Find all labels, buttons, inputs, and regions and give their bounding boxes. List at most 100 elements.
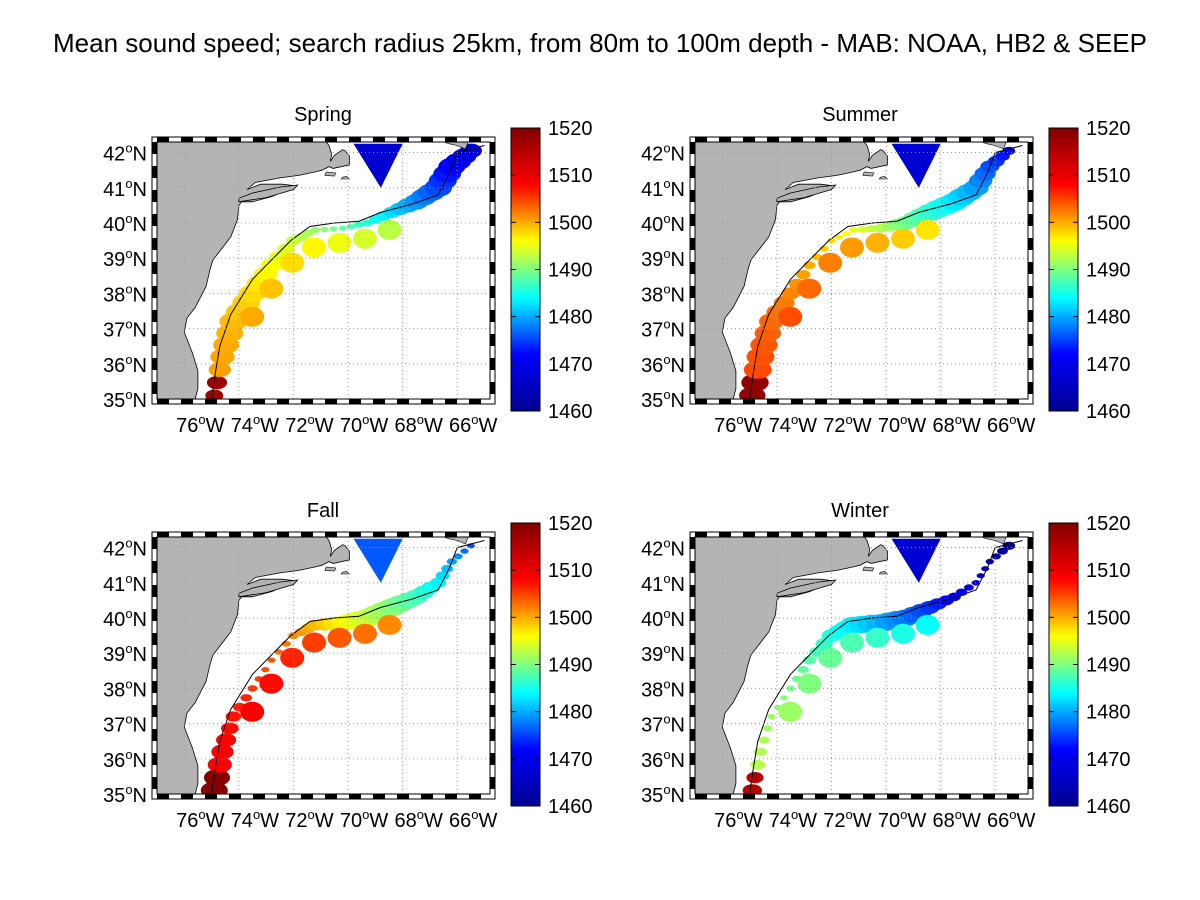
frame-segment [152, 382, 157, 394]
sound-speed-cell [206, 376, 228, 390]
sound-speed-cell [971, 580, 981, 586]
colorbar-tick-label: 1520 [1086, 118, 1131, 140]
lat-tick-label: 41oN [641, 571, 685, 596]
colorbar-tick-label: 1470 [548, 354, 593, 376]
frame-segment [863, 532, 875, 537]
frame-segment [1028, 585, 1033, 597]
frame-segment [767, 532, 779, 537]
sound-speed-cell [204, 769, 230, 786]
sound-speed-cell [207, 756, 232, 773]
frame-segment [1028, 142, 1033, 154]
frame-segment [719, 399, 731, 404]
frame-segment [1028, 190, 1033, 202]
sound-speed-cell [797, 673, 822, 694]
frame-segment [690, 657, 695, 669]
lon-tick-label: 74oW [769, 412, 817, 437]
lat-tick-label: 42oN [103, 536, 147, 561]
frame-segment [690, 142, 695, 154]
sound-speed-cell [964, 584, 974, 591]
panel-title-spring: Spring [294, 104, 352, 126]
frame-segment [690, 262, 695, 274]
land-mass [695, 537, 888, 794]
frame-segment [152, 358, 157, 370]
frame-segment [490, 238, 495, 250]
lat-tick-label: 40oN [103, 211, 147, 236]
frame-segment [791, 137, 803, 142]
frame-segment [863, 794, 875, 799]
colorbar-tick-label: 1460 [1086, 401, 1131, 423]
colorbar-tick-label: 1520 [548, 118, 593, 140]
sound-speed-cell [274, 649, 284, 655]
frame-segment [791, 532, 803, 537]
frame-segment [152, 681, 157, 693]
sound-speed-cell [280, 647, 305, 668]
sound-speed-cell [818, 252, 843, 273]
colorbar-tick-label: 1510 [548, 560, 593, 582]
sound-speed-cell [803, 261, 816, 270]
frame-segment [490, 753, 495, 765]
sound-speed-cell [259, 278, 284, 299]
lon-tick-label: 74oW [231, 807, 279, 832]
colorbar-tick-label: 1500 [548, 212, 593, 234]
lat-tick-label: 38oN [103, 281, 147, 306]
frame-segment [935, 399, 947, 404]
colorbar-tick-label: 1480 [1086, 307, 1131, 329]
sound-speed-cell [1002, 146, 1016, 155]
colorbar-tick-label: 1470 [1086, 749, 1131, 771]
isobath-line [211, 145, 485, 399]
lat-tick-label: 40oN [641, 211, 685, 236]
colorbar-tick-label: 1460 [1086, 796, 1131, 818]
frame-segment [690, 238, 695, 250]
frame-segment [863, 399, 875, 404]
frame-segment [911, 399, 923, 404]
frame-segment [152, 753, 157, 765]
sound-speed-cell [377, 219, 402, 240]
lon-tick-label: 76oW [714, 807, 762, 832]
frame-segment [325, 794, 337, 799]
sound-speed-cell [796, 270, 811, 280]
lat-tick-label: 38oN [103, 676, 147, 701]
colorbar-tick-label: 1460 [548, 796, 593, 818]
frame-segment [469, 532, 481, 537]
frame-segment [839, 794, 851, 799]
sound-speed-cell [797, 278, 822, 299]
frame-segment [690, 358, 695, 370]
frame-segment [421, 532, 433, 537]
colorbar-tick-label: 1490 [1086, 655, 1131, 677]
frame-segment [349, 794, 361, 799]
frame-segment [152, 262, 157, 274]
lon-tick-label: 74oW [231, 412, 279, 437]
frame-segment [767, 137, 779, 142]
sound-speed-cell [750, 759, 766, 770]
frame-segment [152, 334, 157, 346]
lat-tick-label: 35oN [103, 387, 147, 412]
frame-segment [490, 609, 495, 621]
isobath-line [749, 540, 1023, 794]
gulf-of-maine-cell [891, 143, 941, 188]
frame-segment [815, 532, 827, 537]
frame-segment [690, 382, 695, 394]
frame-segment [791, 794, 803, 799]
lon-tick-label: 66oW [987, 807, 1035, 832]
colorbar-tick-label: 1470 [1086, 354, 1131, 376]
marthas-vineyard [862, 566, 875, 572]
frame-segment [690, 609, 695, 621]
lon-tick-label: 76oW [176, 807, 224, 832]
sound-speed-cell [1002, 541, 1016, 550]
colorbar-tick-label: 1500 [1086, 212, 1131, 234]
frame-segment [229, 137, 241, 142]
frame-segment [205, 794, 217, 799]
lat-tick-label: 36oN [641, 352, 685, 377]
lon-tick-label: 74oW [769, 807, 817, 832]
sound-speed-cell [277, 243, 295, 255]
map-frame [151, 531, 496, 800]
colorbar-tick-label: 1520 [1086, 513, 1131, 535]
colorbar-tick-label: 1520 [548, 513, 593, 535]
nova-scotia [443, 537, 469, 545]
frame-segment [690, 190, 695, 202]
frame-segment [959, 137, 971, 142]
frame-segment [1028, 657, 1033, 669]
colorbar-tick-label: 1470 [548, 749, 593, 771]
frame-segment [445, 399, 457, 404]
frame-segment [490, 633, 495, 645]
